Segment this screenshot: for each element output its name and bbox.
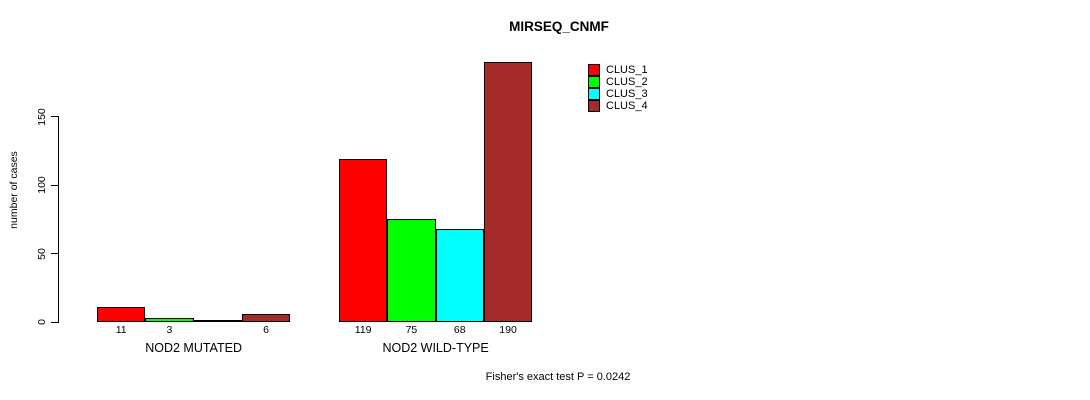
legend: CLUS_1 CLUS_2 CLUS_3 CLUS_4	[588, 64, 648, 112]
y-tick-label: 50	[36, 247, 48, 260]
stat-annotation: Fisher's exact test P = 0.0242	[485, 371, 631, 383]
bar-value-label: 75	[405, 324, 418, 336]
legend-swatch-clus_4	[588, 100, 600, 112]
y-tick-mark	[51, 253, 58, 254]
y-tick-mark	[51, 321, 58, 323]
legend-swatch-clus_3	[588, 88, 600, 100]
legend-item-label: CLUS_2	[606, 76, 648, 88]
x-group-label: NOD2 MUTATED	[145, 341, 242, 355]
y-tick-mark	[51, 116, 58, 117]
bar-value-label: 119	[354, 324, 372, 336]
legend-item: CLUS_3	[588, 88, 648, 100]
legend-item: CLUS_2	[588, 76, 648, 88]
legend-item-label: CLUS_4	[606, 100, 648, 112]
y-tick-label: 150	[36, 107, 48, 126]
x-group-label: NOD2 WILD-TYPE	[382, 341, 489, 355]
y-tick-label: 100	[36, 176, 48, 194]
bar-value-label: 11	[115, 324, 127, 336]
bar-zero-clus_3	[193, 320, 242, 322]
y-tick-label: 0	[36, 319, 48, 325]
bar-clus_1	[97, 306, 146, 322]
bar-clus_1	[339, 158, 388, 322]
y-axis-label: number of cases	[8, 151, 20, 229]
bar-clus_4	[241, 313, 291, 322]
legend-item: CLUS_1	[588, 64, 648, 76]
bar-value-label: 6	[263, 324, 269, 336]
legend-swatch-clus_2	[588, 76, 600, 88]
y-tick-mark	[51, 184, 58, 186]
bar-value-label: 68	[453, 324, 466, 336]
bar-clus_2	[145, 317, 194, 322]
legend-item-label: CLUS_3	[606, 88, 648, 100]
bar-clus_2	[387, 219, 436, 322]
y-axis-line	[58, 116, 59, 323]
legend-swatch-clus_1	[588, 64, 600, 76]
bar-clus_3	[435, 228, 484, 322]
bar-value-label: 3	[166, 324, 173, 336]
legend-item: CLUS_4	[588, 100, 648, 112]
bar-clus_4	[483, 61, 533, 322]
chart-title: MIRSEQ_CNMF	[509, 19, 609, 34]
bar-value-label: 190	[499, 324, 517, 336]
legend-item-label: CLUS_1	[606, 64, 648, 76]
